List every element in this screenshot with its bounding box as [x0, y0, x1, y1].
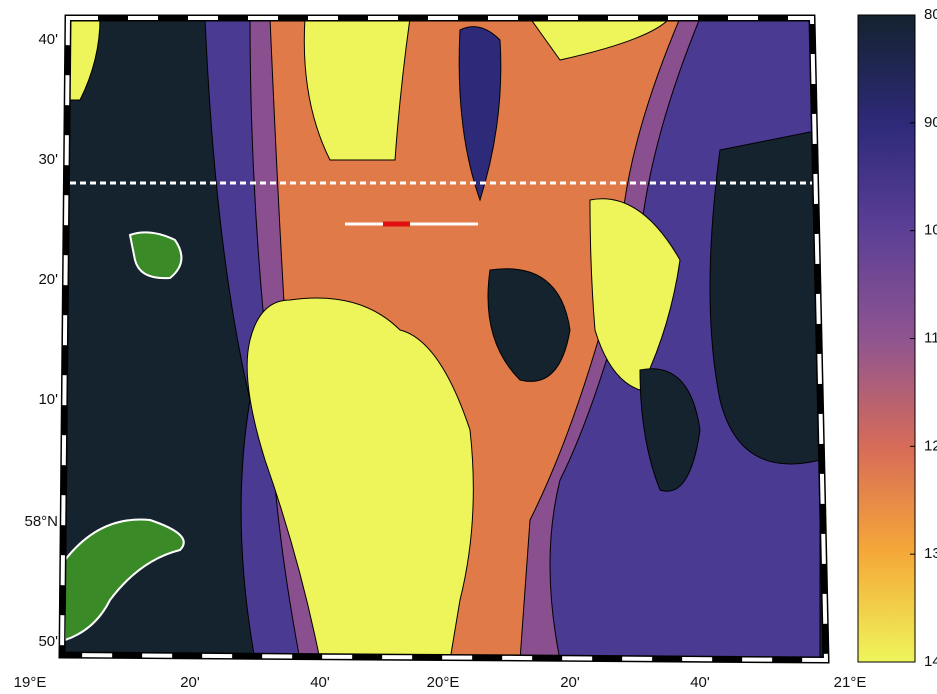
latitude-label: 50' [38, 633, 58, 650]
longitude-label: 20' [560, 674, 580, 691]
longitude-label: 40' [310, 674, 330, 691]
latitude-label: 20' [38, 271, 58, 288]
longitude-label: 20' [180, 674, 200, 691]
colorbar-tick-label: 120 [924, 437, 937, 454]
map-figure: 19°E 20' 40' 20°E 20' 40' 21°E 40' 30' 20' 10' 58°N… [0, 0, 937, 694]
latitude-label: 10' [38, 391, 58, 408]
colorbar-tick-label: 80 [924, 6, 937, 23]
latitude-label: 58°N [24, 513, 58, 530]
colorbar-tick-label: 90 [924, 114, 937, 131]
latitude-label: 40' [38, 31, 58, 48]
longitude-label: 40' [690, 674, 710, 691]
colorbar-tick-label: 130 [924, 545, 937, 562]
colorbar-tick-label: 100 [924, 222, 937, 239]
colorbar-tick-label: 110 [924, 329, 937, 346]
longitude-label: 19°E [14, 674, 47, 691]
latitude-label: 30' [38, 151, 58, 168]
colorbar [858, 15, 915, 662]
longitude-label: 21°E [834, 674, 867, 691]
longitude-label: 20°E [427, 674, 460, 691]
bathymetry [60, 15, 830, 665]
colorbar-tick-label: 140 [924, 653, 937, 670]
